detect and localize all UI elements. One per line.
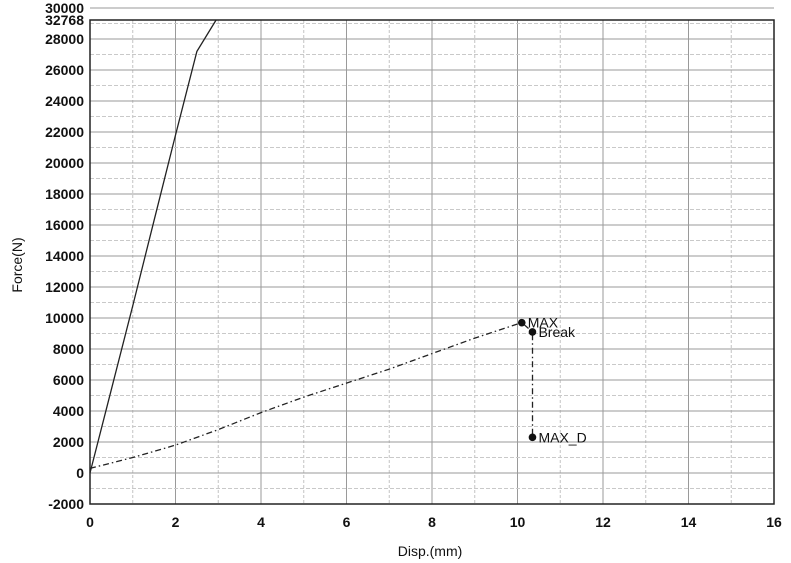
y-axis-label: Force(N) — [9, 237, 25, 292]
y-tick-label: 8000 — [53, 341, 84, 357]
series-layer — [89, 19, 534, 474]
y-tick-label: 0 — [76, 465, 84, 481]
x-tick-label: 4 — [257, 514, 265, 530]
y-tick-label: -2000 — [48, 496, 84, 512]
grid — [89, 7, 775, 505]
plot-frame — [89, 19, 775, 505]
annotation-label: MAX_D — [538, 429, 586, 445]
x-tick-label: 2 — [172, 514, 180, 530]
annotation-label: MAX — [528, 315, 559, 331]
annotation-point — [528, 433, 537, 442]
x-tick-label: 10 — [510, 514, 526, 530]
y-tick-label: 22000 — [45, 124, 84, 140]
x-tick-label: 6 — [343, 514, 351, 530]
x-tick-label: 12 — [595, 514, 611, 530]
y-tick-label: 2000 — [53, 434, 84, 450]
y-tick-label: 6000 — [53, 372, 84, 388]
x-tick-labels: 0 2 4 6 8 10 12 14 16 — [86, 514, 782, 530]
y-tick-label: 24000 — [45, 93, 84, 109]
annotation-point — [528, 328, 537, 336]
y-tick-label: 26000 — [45, 62, 84, 78]
y-tick-labels: -2000 0 2000 4000 6000 8000 10000 12000 14000 160… — [45, 0, 84, 512]
x-tick-label: 8 — [428, 514, 436, 530]
x-axis-label: Disp.(mm) — [398, 543, 463, 559]
y-tick-label: 4000 — [53, 403, 84, 419]
y-tick-label: 28000 — [45, 31, 84, 47]
annotation-label: Break — [538, 324, 576, 340]
x-tick-label: 16 — [766, 514, 782, 530]
annotation-point — [517, 318, 526, 327]
y-tick-label: 32768 — [45, 12, 84, 28]
y-tick-label: 12000 — [45, 279, 84, 295]
y-tick-label: 16000 — [45, 217, 84, 233]
series-line-1 — [89, 19, 217, 474]
y-tick-label: 18000 — [45, 186, 84, 202]
y-tick-label: 14000 — [45, 248, 84, 264]
y-tick-label: 20000 — [45, 155, 84, 171]
y-tick-label: 30000 — [45, 0, 84, 16]
x-tick-label: 14 — [681, 514, 697, 530]
series-line-2 — [89, 321, 534, 470]
x-tick-label: 0 — [86, 514, 94, 530]
y-tick-label: 10000 — [45, 310, 84, 326]
